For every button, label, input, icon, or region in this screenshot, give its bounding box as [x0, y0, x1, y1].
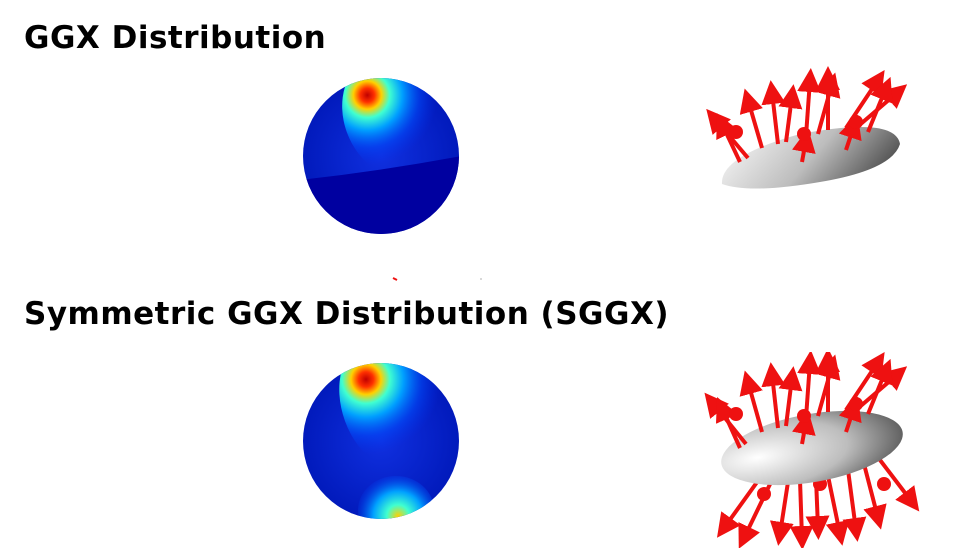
stray-marks [392, 277, 482, 281]
ggx-normals-illustration [706, 66, 908, 189]
sggx-sphere [303, 363, 459, 519]
sggx-title: Symmetric GGX Distribution (SGGX) [24, 296, 670, 332]
ggx-sphere [303, 78, 459, 234]
ggx-title: GGX Distribution [24, 20, 327, 56]
sggx-normals-illustration [704, 352, 920, 548]
